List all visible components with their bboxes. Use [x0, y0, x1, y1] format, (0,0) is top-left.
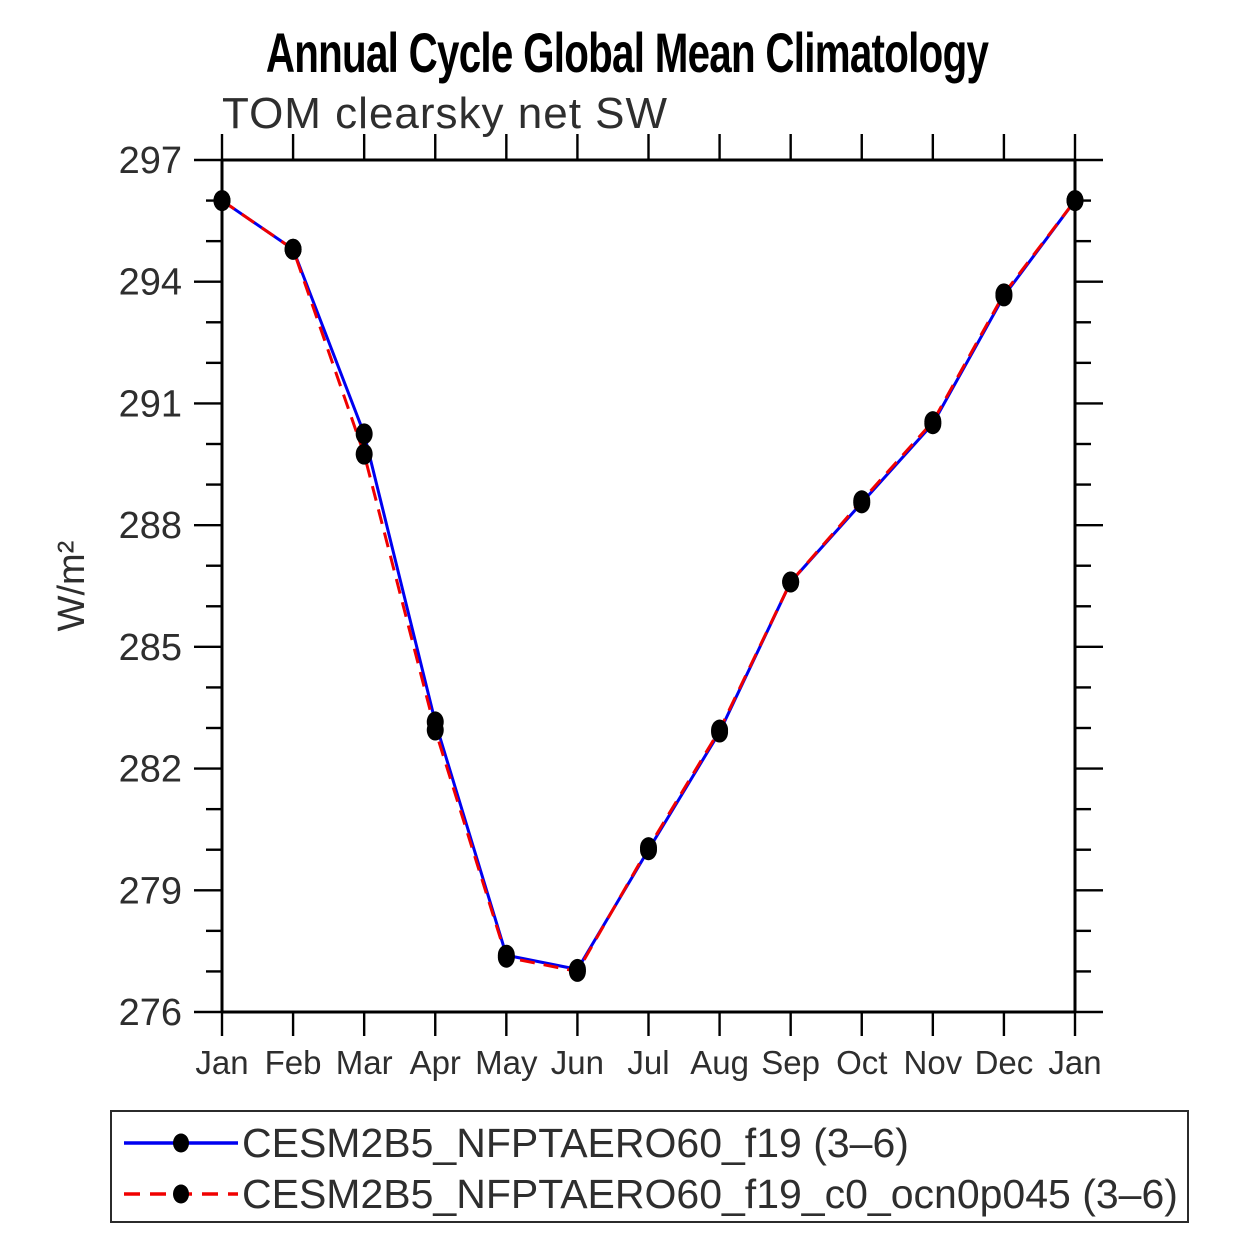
- y-tick-label: 279: [119, 870, 182, 912]
- x-tick-label: Dec: [975, 1044, 1034, 1081]
- data-point-marker: [924, 411, 942, 433]
- x-tick-label: Jul: [627, 1044, 669, 1081]
- y-tick-label: 276: [119, 992, 182, 1034]
- legend-sample-svg: [124, 1133, 238, 1153]
- data-point-marker: [355, 443, 373, 465]
- y-tick-label: 288: [119, 505, 182, 547]
- data-point-marker: [1066, 190, 1084, 212]
- x-tick-label: Jan: [1048, 1044, 1101, 1081]
- x-tick-label: Aug: [690, 1044, 749, 1081]
- data-point-marker: [497, 946, 515, 968]
- x-tick-label: Jan: [195, 1044, 248, 1081]
- legend-sample-marker: [173, 1133, 189, 1153]
- data-point-marker: [640, 837, 657, 859]
- y-axis-label: W/m²: [51, 541, 93, 632]
- chart-title: Annual Cycle Global Mean Climatology: [265, 21, 989, 84]
- y-tick-label: 291: [119, 383, 182, 425]
- legend-sample-marker: [173, 1184, 189, 1204]
- data-point-marker: [426, 719, 444, 741]
- x-tick-label: Feb: [265, 1044, 322, 1081]
- legend-label: CESM2B5_NFPTAERO60_f19_c0_ocn0p045 (3–6): [242, 1170, 1178, 1217]
- y-tick-label: 294: [119, 262, 182, 304]
- legend-label: CESM2B5_NFPTAERO60_f19 (3–6): [242, 1119, 909, 1166]
- x-tick-label: Nov: [903, 1044, 962, 1081]
- y-tick-label: 297: [119, 140, 182, 182]
- data-point-marker: [213, 190, 231, 212]
- legend-box: CESM2B5_NFPTAERO60_f19 (3–6) CESM2B5_NFP…: [110, 1110, 1189, 1223]
- data-point-marker: [853, 490, 871, 512]
- x-tick-label: Oct: [836, 1044, 887, 1081]
- data-point-marker: [284, 238, 302, 260]
- y-tick-label: 282: [119, 749, 182, 791]
- chart-subtitle: TOM clearsky net SW: [222, 89, 669, 138]
- x-tick-label: May: [475, 1044, 538, 1081]
- legend-item: CESM2B5_NFPTAERO60_f19_c0_ocn0p045 (3–6): [120, 1170, 1178, 1217]
- data-point-marker: [782, 571, 800, 593]
- legend-line-sample-solid: [120, 1128, 242, 1158]
- legend-line-sample-dashed: [120, 1179, 242, 1209]
- x-tick-label: Sep: [761, 1044, 820, 1081]
- data-point-marker: [995, 283, 1013, 305]
- data-point-marker: [568, 960, 586, 982]
- x-tick-label: Mar: [336, 1044, 393, 1081]
- data-point-marker: [355, 423, 373, 445]
- x-tick-label: Apr: [410, 1044, 461, 1081]
- legend-sample-svg: [124, 1184, 238, 1204]
- x-tick-label: Jun: [551, 1044, 604, 1081]
- data-point-marker: [711, 719, 729, 741]
- y-tick-label: 285: [119, 627, 182, 669]
- legend-item: CESM2B5_NFPTAERO60_f19 (3–6): [120, 1119, 909, 1166]
